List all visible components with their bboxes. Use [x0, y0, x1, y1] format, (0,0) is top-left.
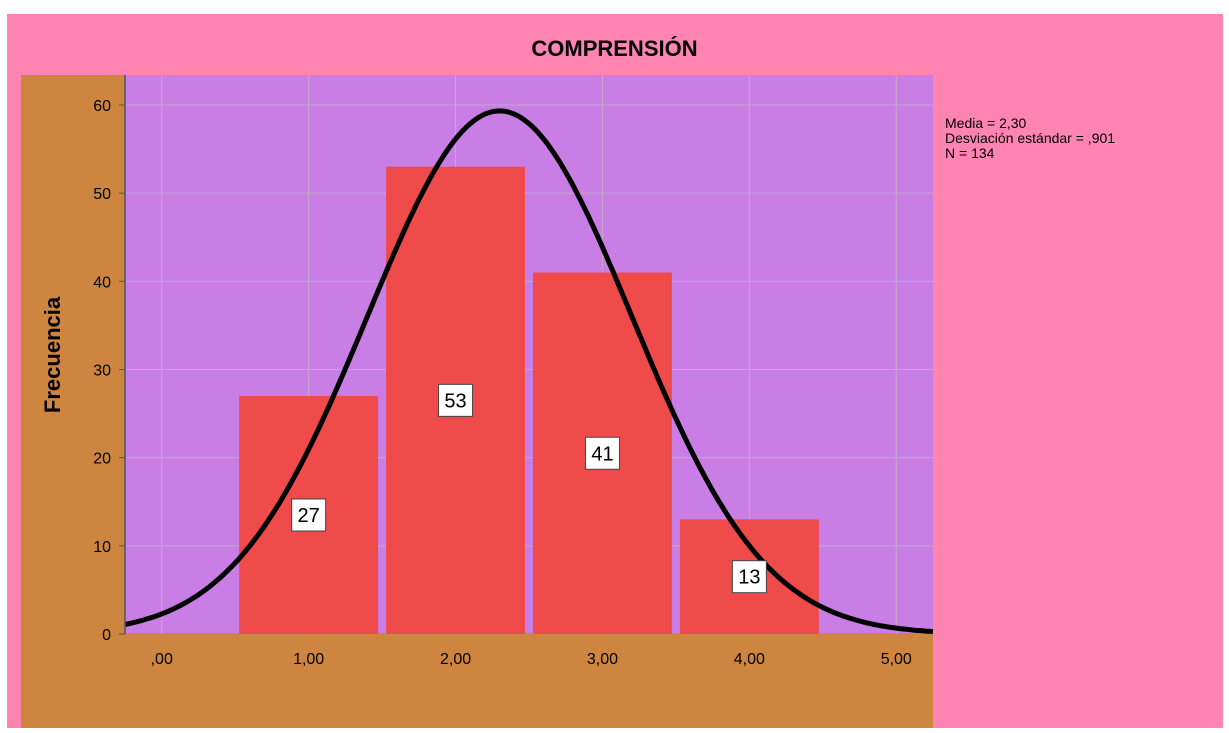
y-tick-label: 10	[93, 539, 111, 556]
bar-label-box	[291, 498, 327, 532]
x-tick-label: 1,00	[293, 651, 324, 668]
bar-value-label: 53	[438, 383, 474, 417]
bar-labels: 27 53 41 13	[291, 383, 767, 594]
y-ticks: 0 10 20 30 40 50 60	[93, 98, 125, 644]
stats-box: Media = 2,30 Desviación estándar = ,901 …	[945, 116, 1115, 161]
x-tick-label: ,00	[151, 651, 173, 668]
x-tick-label: 4,00	[734, 651, 765, 668]
bar-label-box	[438, 383, 474, 417]
bar-label-text: 53	[444, 390, 466, 412]
bar-label-text: 41	[591, 443, 613, 465]
y-axis-label: Frecuencia	[40, 296, 65, 413]
x-tick-label: 5,00	[881, 651, 912, 668]
bar-label-box	[584, 436, 620, 470]
y-tick-label: 0	[102, 627, 111, 644]
bar-label-text: 13	[738, 567, 760, 589]
bar-label-text: 27	[298, 505, 320, 527]
bar-label-box	[731, 560, 767, 594]
x-ticks: ,00 1,00 2,00 3,00 4,00 5,00	[151, 651, 912, 668]
bar-value-label: 13	[731, 560, 767, 594]
chart-title: COMPRENSIÓN	[531, 36, 698, 61]
stat-std-dev: Desviación estándar = ,901	[945, 130, 1116, 146]
x-tick-label: 2,00	[440, 651, 471, 668]
bar-value-label: 27	[291, 498, 327, 532]
y-tick-label: 40	[93, 274, 111, 291]
bar-value-label: 41	[584, 436, 620, 470]
y-tick-label: 20	[93, 451, 111, 468]
normal-curve	[124, 108, 934, 634]
bars	[239, 166, 819, 634]
stat-mean: Media = 2,30	[945, 115, 1027, 131]
stat-n: N = 134	[945, 145, 995, 161]
y-tick-label: 50	[93, 186, 111, 203]
x-tick-label: 3,00	[587, 651, 618, 668]
y-tick-label: 30	[93, 363, 111, 380]
y-tick-label: 60	[93, 98, 111, 115]
